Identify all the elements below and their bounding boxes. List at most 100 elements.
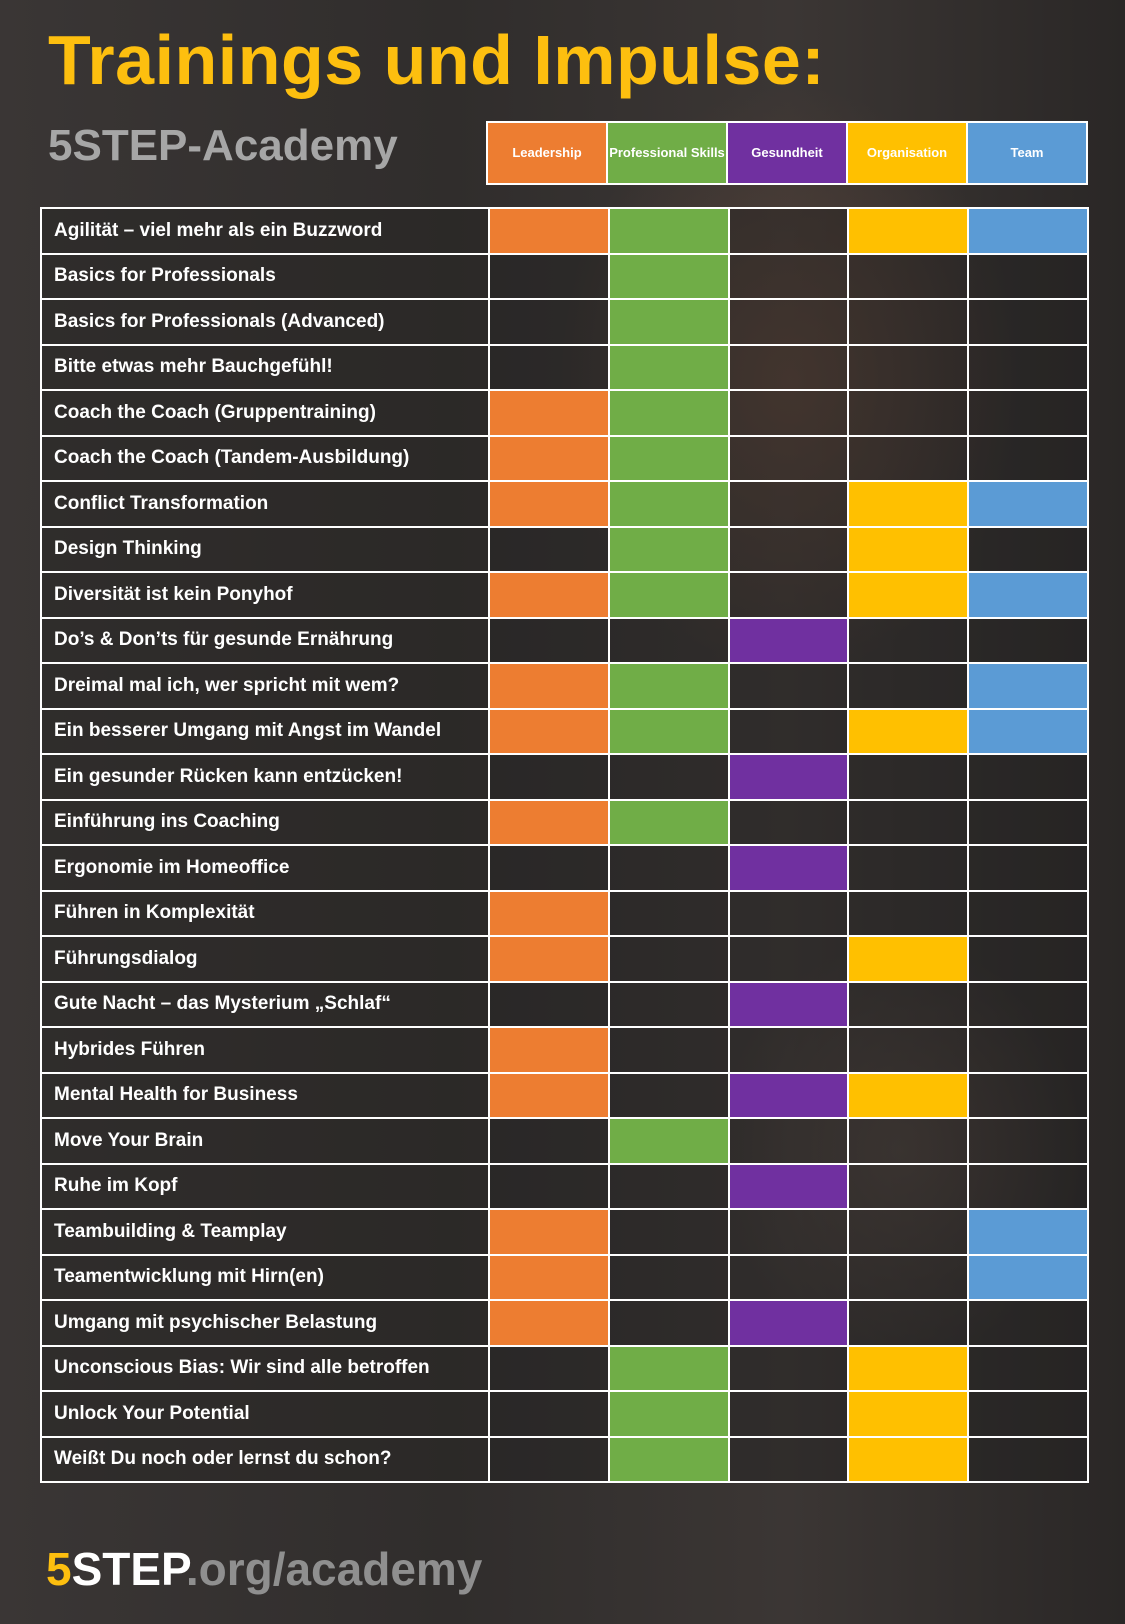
table-row: Führungsdialog bbox=[42, 937, 1087, 983]
training-name: Unlock Your Potential bbox=[42, 1392, 491, 1436]
cell-professional-skills bbox=[609, 709, 730, 753]
cell-organisation bbox=[849, 482, 970, 526]
cell-team bbox=[969, 436, 1087, 480]
cell-team bbox=[969, 618, 1087, 662]
cell-team bbox=[969, 1392, 1087, 1436]
category-header: Leadership Professional Skills Gesundheit O… bbox=[486, 121, 1088, 185]
cell-leadership bbox=[490, 345, 610, 389]
cell-team bbox=[969, 937, 1087, 981]
training-name: Coach the Coach (Tandem-Ausbildung) bbox=[42, 436, 491, 480]
cell-gesundheit bbox=[729, 664, 850, 708]
cell-team bbox=[969, 1301, 1087, 1345]
cell-organisation bbox=[849, 209, 970, 253]
cell-professional-skills bbox=[609, 937, 730, 981]
table-row: Ergonomie im Homeoffice bbox=[42, 846, 1087, 892]
cell-leadership bbox=[490, 527, 610, 571]
cell-leadership bbox=[490, 1437, 610, 1481]
cell-gesundheit bbox=[729, 1210, 850, 1254]
cell-professional-skills bbox=[609, 1392, 730, 1436]
table-row: Mental Health for Business bbox=[42, 1073, 1087, 1119]
training-name: Ein besserer Umgang mit Angst im Wandel bbox=[42, 709, 491, 753]
training-matrix: Agilität – viel mehr als ein Buzzword Bas… bbox=[40, 207, 1089, 1483]
table-row: Design Thinking bbox=[42, 527, 1087, 573]
cell-gesundheit bbox=[729, 1346, 850, 1390]
cell-team bbox=[969, 664, 1087, 708]
cell-team bbox=[969, 1119, 1087, 1163]
cell-gesundheit bbox=[729, 1437, 850, 1481]
cell-organisation bbox=[849, 345, 970, 389]
cell-leadership bbox=[490, 482, 610, 526]
training-name: Weißt Du noch oder lernst du schon? bbox=[42, 1437, 491, 1481]
cell-professional-skills bbox=[609, 982, 730, 1026]
cell-leadership bbox=[490, 209, 610, 253]
cell-leadership bbox=[490, 1164, 610, 1208]
cell-organisation bbox=[849, 1028, 970, 1072]
cell-team bbox=[969, 254, 1087, 298]
table-row: Diversität ist kein Ponyhof bbox=[42, 573, 1087, 619]
cell-team bbox=[969, 300, 1087, 344]
cell-organisation bbox=[849, 846, 970, 890]
training-name: Diversität ist kein Ponyhof bbox=[42, 573, 491, 617]
cell-gesundheit bbox=[729, 209, 850, 253]
training-name: Einführung ins Coaching bbox=[42, 800, 491, 844]
footer-url[interactable]: 5STEP.org/academy bbox=[46, 1544, 482, 1595]
cell-professional-skills bbox=[609, 482, 730, 526]
training-name: Agilität – viel mehr als ein Buzzword bbox=[42, 209, 491, 253]
cell-organisation bbox=[849, 1301, 970, 1345]
category-gesundheit: Gesundheit bbox=[728, 123, 848, 183]
cell-organisation bbox=[849, 1392, 970, 1436]
training-name: Ergonomie im Homeoffice bbox=[42, 846, 491, 890]
cell-gesundheit bbox=[729, 982, 850, 1026]
training-name: Basics for Professionals (Advanced) bbox=[42, 300, 491, 344]
cell-professional-skills bbox=[609, 1301, 730, 1345]
table-row: Basics for Professionals bbox=[42, 254, 1087, 300]
training-name: Dreimal mal ich, wer spricht mit wem? bbox=[42, 664, 491, 708]
cell-professional-skills bbox=[609, 1073, 730, 1117]
training-name: Conflict Transformation bbox=[42, 482, 491, 526]
cell-leadership bbox=[490, 709, 610, 753]
cell-leadership bbox=[490, 1028, 610, 1072]
cell-professional-skills bbox=[609, 300, 730, 344]
cell-organisation bbox=[849, 1210, 970, 1254]
cell-professional-skills bbox=[609, 891, 730, 935]
cell-professional-skills bbox=[609, 618, 730, 662]
training-name: Mental Health for Business bbox=[42, 1073, 491, 1117]
cell-professional-skills bbox=[609, 1255, 730, 1299]
category-organisation: Organisation bbox=[848, 123, 968, 183]
cell-team bbox=[969, 482, 1087, 526]
cell-team bbox=[969, 982, 1087, 1026]
cell-gesundheit bbox=[729, 1164, 850, 1208]
cell-organisation bbox=[849, 391, 970, 435]
training-name: Führungsdialog bbox=[42, 937, 491, 981]
cell-gesundheit bbox=[729, 527, 850, 571]
training-name: Basics for Professionals bbox=[42, 254, 491, 298]
cell-organisation bbox=[849, 618, 970, 662]
table-row: Ein gesunder Rücken kann entzücken! bbox=[42, 755, 1087, 801]
cell-gesundheit bbox=[729, 254, 850, 298]
table-row: Umgang mit psychischer Belastung bbox=[42, 1301, 1087, 1347]
cell-gesundheit bbox=[729, 891, 850, 935]
cell-professional-skills bbox=[609, 755, 730, 799]
cell-gesundheit bbox=[729, 436, 850, 480]
cell-organisation bbox=[849, 1119, 970, 1163]
footer-url-digit: 5 bbox=[46, 1543, 72, 1595]
training-name: Umgang mit psychischer Belastung bbox=[42, 1301, 491, 1345]
table-row: Hybrides Führen bbox=[42, 1028, 1087, 1074]
cell-leadership bbox=[490, 1119, 610, 1163]
category-team: Team bbox=[968, 123, 1086, 183]
cell-team bbox=[969, 800, 1087, 844]
cell-leadership bbox=[490, 755, 610, 799]
cell-organisation bbox=[849, 1073, 970, 1117]
cell-organisation bbox=[849, 1346, 970, 1390]
training-name: Ein gesunder Rücken kann entzücken! bbox=[42, 755, 491, 799]
cell-organisation bbox=[849, 1437, 970, 1481]
table-row: Agilität – viel mehr als ein Buzzword bbox=[42, 209, 1087, 255]
training-name: Coach the Coach (Gruppentraining) bbox=[42, 391, 491, 435]
cell-gesundheit bbox=[729, 345, 850, 389]
cell-professional-skills bbox=[609, 254, 730, 298]
training-name: Design Thinking bbox=[42, 527, 491, 571]
cell-professional-skills bbox=[609, 1346, 730, 1390]
footer-url-brand: STEP bbox=[71, 1543, 186, 1595]
cell-organisation bbox=[849, 891, 970, 935]
cell-organisation bbox=[849, 664, 970, 708]
